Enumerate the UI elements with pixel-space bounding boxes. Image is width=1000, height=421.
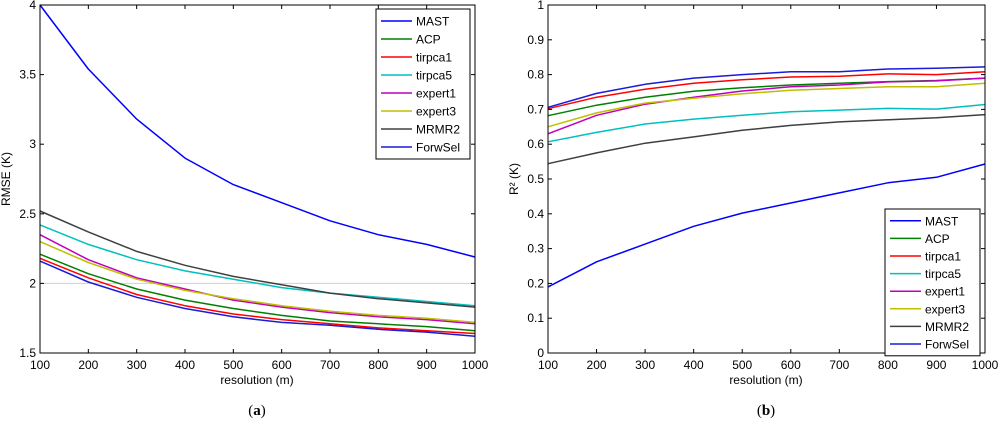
x-tick-label: 300	[635, 358, 655, 372]
series-line-tirpca1	[547, 71, 986, 110]
panel-label-a: (a)	[248, 403, 266, 419]
x-tick-label: 300	[127, 358, 147, 372]
legend-label-ACP: ACP	[925, 232, 950, 246]
y-tick-label: 0.1	[527, 311, 544, 325]
y-tick-label: 0.3	[527, 242, 544, 256]
series-line-MAST	[547, 163, 986, 288]
chart-b: 100 200 300 400 500 600 700 800 900 1000 0 0.1 0.2 0.…	[507, 0, 999, 419]
x-axis-label-b: resolution (m)	[729, 373, 802, 387]
series-line-tirpca5	[39, 224, 476, 307]
x-tick-label: 900	[926, 358, 946, 372]
legend-label-tirpca1: tirpca1	[416, 51, 452, 65]
legend-label-tirpca1: tirpca1	[925, 250, 961, 264]
series-line-ACP	[39, 253, 476, 332]
y-tick-label: 3	[29, 137, 36, 151]
x-tick-label: 100	[538, 358, 558, 372]
legend-label-expert1: expert1	[416, 87, 456, 101]
series-line-ForwSel	[39, 260, 476, 338]
y-tick-label: 4	[29, 0, 36, 12]
legend-label-MAST: MAST	[416, 15, 450, 29]
y-tick-label: 0.5	[527, 172, 544, 186]
legend-label-tirpca5: tirpca5	[925, 267, 961, 281]
legend-b: MAST ACP tirpca1 tirpca5 expert1 expert3 MRMR2…	[884, 208, 981, 357]
x-tick-label: 200	[78, 358, 98, 372]
y-tick-label: 0.6	[527, 137, 544, 151]
x-tick-label: 100	[30, 358, 50, 372]
x-tick-label: 200	[587, 358, 607, 372]
y-tick-label: 0.2	[527, 276, 544, 290]
panel-label-b: (b)	[757, 403, 775, 419]
legend-label-ACP: ACP	[416, 33, 441, 47]
x-tick-label: 500	[223, 358, 243, 372]
series-line-MRMR2	[39, 210, 476, 308]
x-tick-label: 1000	[972, 358, 999, 372]
legend-a: MAST ACP tirpca1 tirpca5 expert1 expert3 MRMR2…	[375, 8, 471, 160]
x-tick-label: 600	[781, 358, 801, 372]
x-tick-label: 700	[320, 358, 340, 372]
y-tick-label: 0	[537, 346, 544, 360]
y-tick-label: 2	[29, 276, 36, 290]
x-tick-label: 800	[878, 358, 898, 372]
x-tick-label: 400	[684, 358, 704, 372]
plot-frame-a	[39, 4, 476, 354]
x-tick-label: 500	[732, 358, 752, 372]
y-tick-label: 0.7	[527, 102, 544, 116]
chart-a: 100 200 300 400 500 600 700 800 900 1000 1.5 2 2.5 3 3…	[0, 0, 489, 419]
y-tick-label: 0.8	[527, 68, 544, 82]
series-line-expert1	[39, 234, 476, 325]
y-tick-label: 1	[537, 0, 544, 12]
y-axis-label-a: RMSE (K)	[0, 152, 13, 206]
legend-label-MAST: MAST	[925, 214, 959, 228]
series-line-MAST	[39, 4, 476, 258]
legend-box	[884, 208, 981, 357]
y-tick-label: 0.9	[527, 33, 544, 47]
legend-label-MRMR2: MRMR2	[925, 320, 969, 334]
x-tick-label: 800	[368, 358, 388, 372]
legend-label-ForwSel: ForwSel	[416, 141, 460, 155]
series-line-ForwSel	[547, 66, 986, 109]
x-tick-label: 900	[417, 358, 437, 372]
series-line-tirpca1	[39, 257, 476, 335]
y-tick-label: 3.5	[19, 68, 36, 82]
legend-label-expert3: expert3	[925, 302, 965, 316]
series-line-tirpca5	[547, 103, 986, 143]
y-axis-label-b: R² (K)	[507, 163, 521, 195]
y-tick-label: 1.5	[19, 346, 36, 360]
series-line-MRMR2	[547, 113, 986, 165]
legend-box	[375, 8, 471, 160]
x-tick-label: 600	[272, 358, 292, 372]
legend-label-ForwSel: ForwSel	[925, 338, 969, 352]
y-tick-label: 2.5	[19, 207, 36, 221]
legend-label-MRMR2: MRMR2	[416, 123, 460, 137]
x-tick-label: 1000	[462, 358, 489, 372]
series-line-expert1	[547, 77, 986, 135]
series-line-expert3	[39, 240, 476, 324]
x-tick-label: 700	[829, 358, 849, 372]
series-line-expert3	[547, 82, 986, 128]
x-axis-label-a: resolution (m)	[220, 373, 293, 387]
y-tick-label: 0.4	[527, 207, 544, 221]
legend-label-tirpca5: tirpca5	[416, 69, 452, 83]
legend-label-expert1: expert1	[925, 285, 965, 299]
x-tick-label: 400	[175, 358, 195, 372]
legend-label-expert3: expert3	[416, 105, 456, 119]
